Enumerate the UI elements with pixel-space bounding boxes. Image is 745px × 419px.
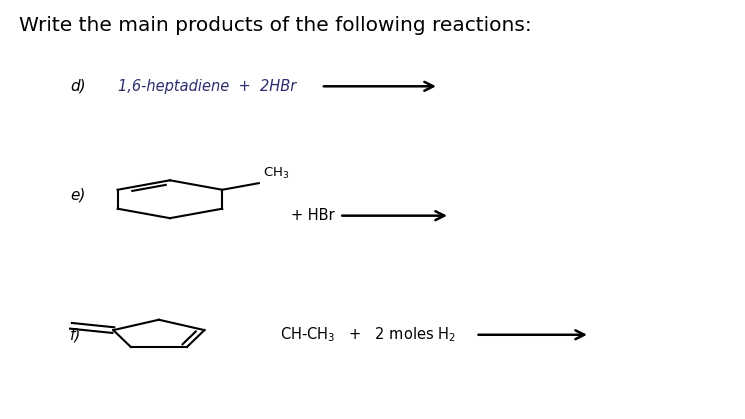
Text: e): e) [71,188,86,203]
Text: d): d) [71,79,86,94]
Text: 1,6-heptadiene  +  2HBr: 1,6-heptadiene + 2HBr [118,79,297,94]
Text: CH-CH$_3$   +   2 moles H$_2$: CH-CH$_3$ + 2 moles H$_2$ [280,326,457,344]
Text: Write the main products of the following reactions:: Write the main products of the following… [19,16,532,36]
Text: + HBr: + HBr [291,208,335,223]
Text: f): f) [71,327,82,342]
Text: CH$_3$: CH$_3$ [262,166,289,181]
